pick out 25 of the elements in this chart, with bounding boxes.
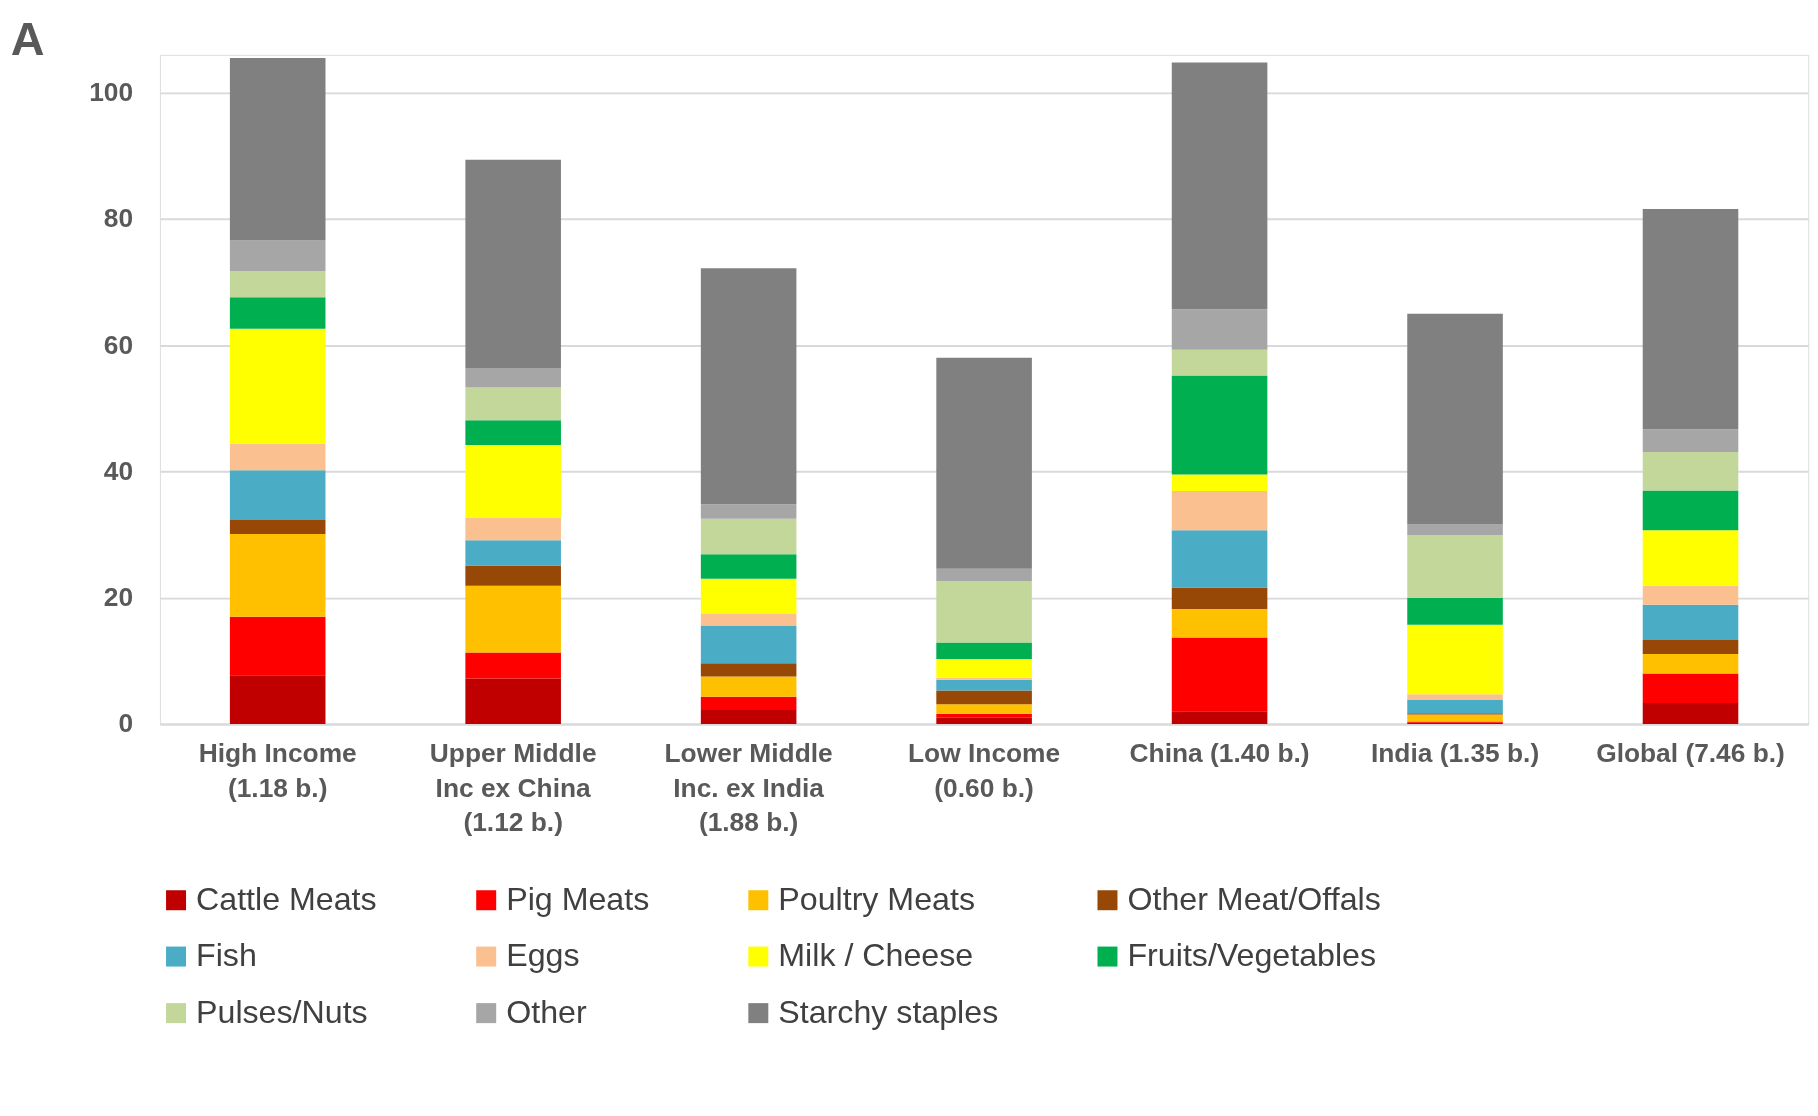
x-tick-label: China (1.40 b.) xyxy=(1129,738,1310,769)
x-tick-label: Lower Middle Inc. ex India (1.88 b.) xyxy=(664,738,833,837)
y-tick-label: 20 xyxy=(103,581,134,612)
legend-label: Poultry Meats xyxy=(778,880,975,917)
x-tick-label: India (1.35 b.) xyxy=(1370,738,1540,769)
x-tick-label: Upper Middle Inc ex China (1.12 b.) xyxy=(429,738,597,837)
legend-label: Fruits/Vegetables xyxy=(1127,937,1377,974)
legend-label: Pulses/Nuts xyxy=(196,993,368,1030)
y-tick-label: 60 xyxy=(103,329,134,360)
text: A xyxy=(10,12,45,65)
x-tick-label: High Income (1.18 b.) xyxy=(198,738,357,803)
legend-label: Milk / Cheese xyxy=(778,937,974,974)
x-tick-label: Global (7.46 b.) xyxy=(1596,738,1785,769)
y-tick-label: 0 xyxy=(118,708,134,739)
legend-label: Fish xyxy=(196,937,257,974)
y-tick-label: 80 xyxy=(103,203,134,234)
legend-label: Other Meat/Offals xyxy=(1127,880,1381,917)
legend-label: Cattle Meats xyxy=(196,880,377,917)
y-tick-label: 100 xyxy=(89,77,134,108)
legend-label: Pig Meats xyxy=(506,880,650,917)
legend-label: Starchy staples xyxy=(778,993,999,1030)
y-tick-label: 40 xyxy=(103,455,134,486)
legend-label: Other xyxy=(506,993,587,1030)
legend-label: Eggs xyxy=(506,937,580,974)
x-tick-label: Low Income (0.60 b.) xyxy=(908,738,1061,803)
